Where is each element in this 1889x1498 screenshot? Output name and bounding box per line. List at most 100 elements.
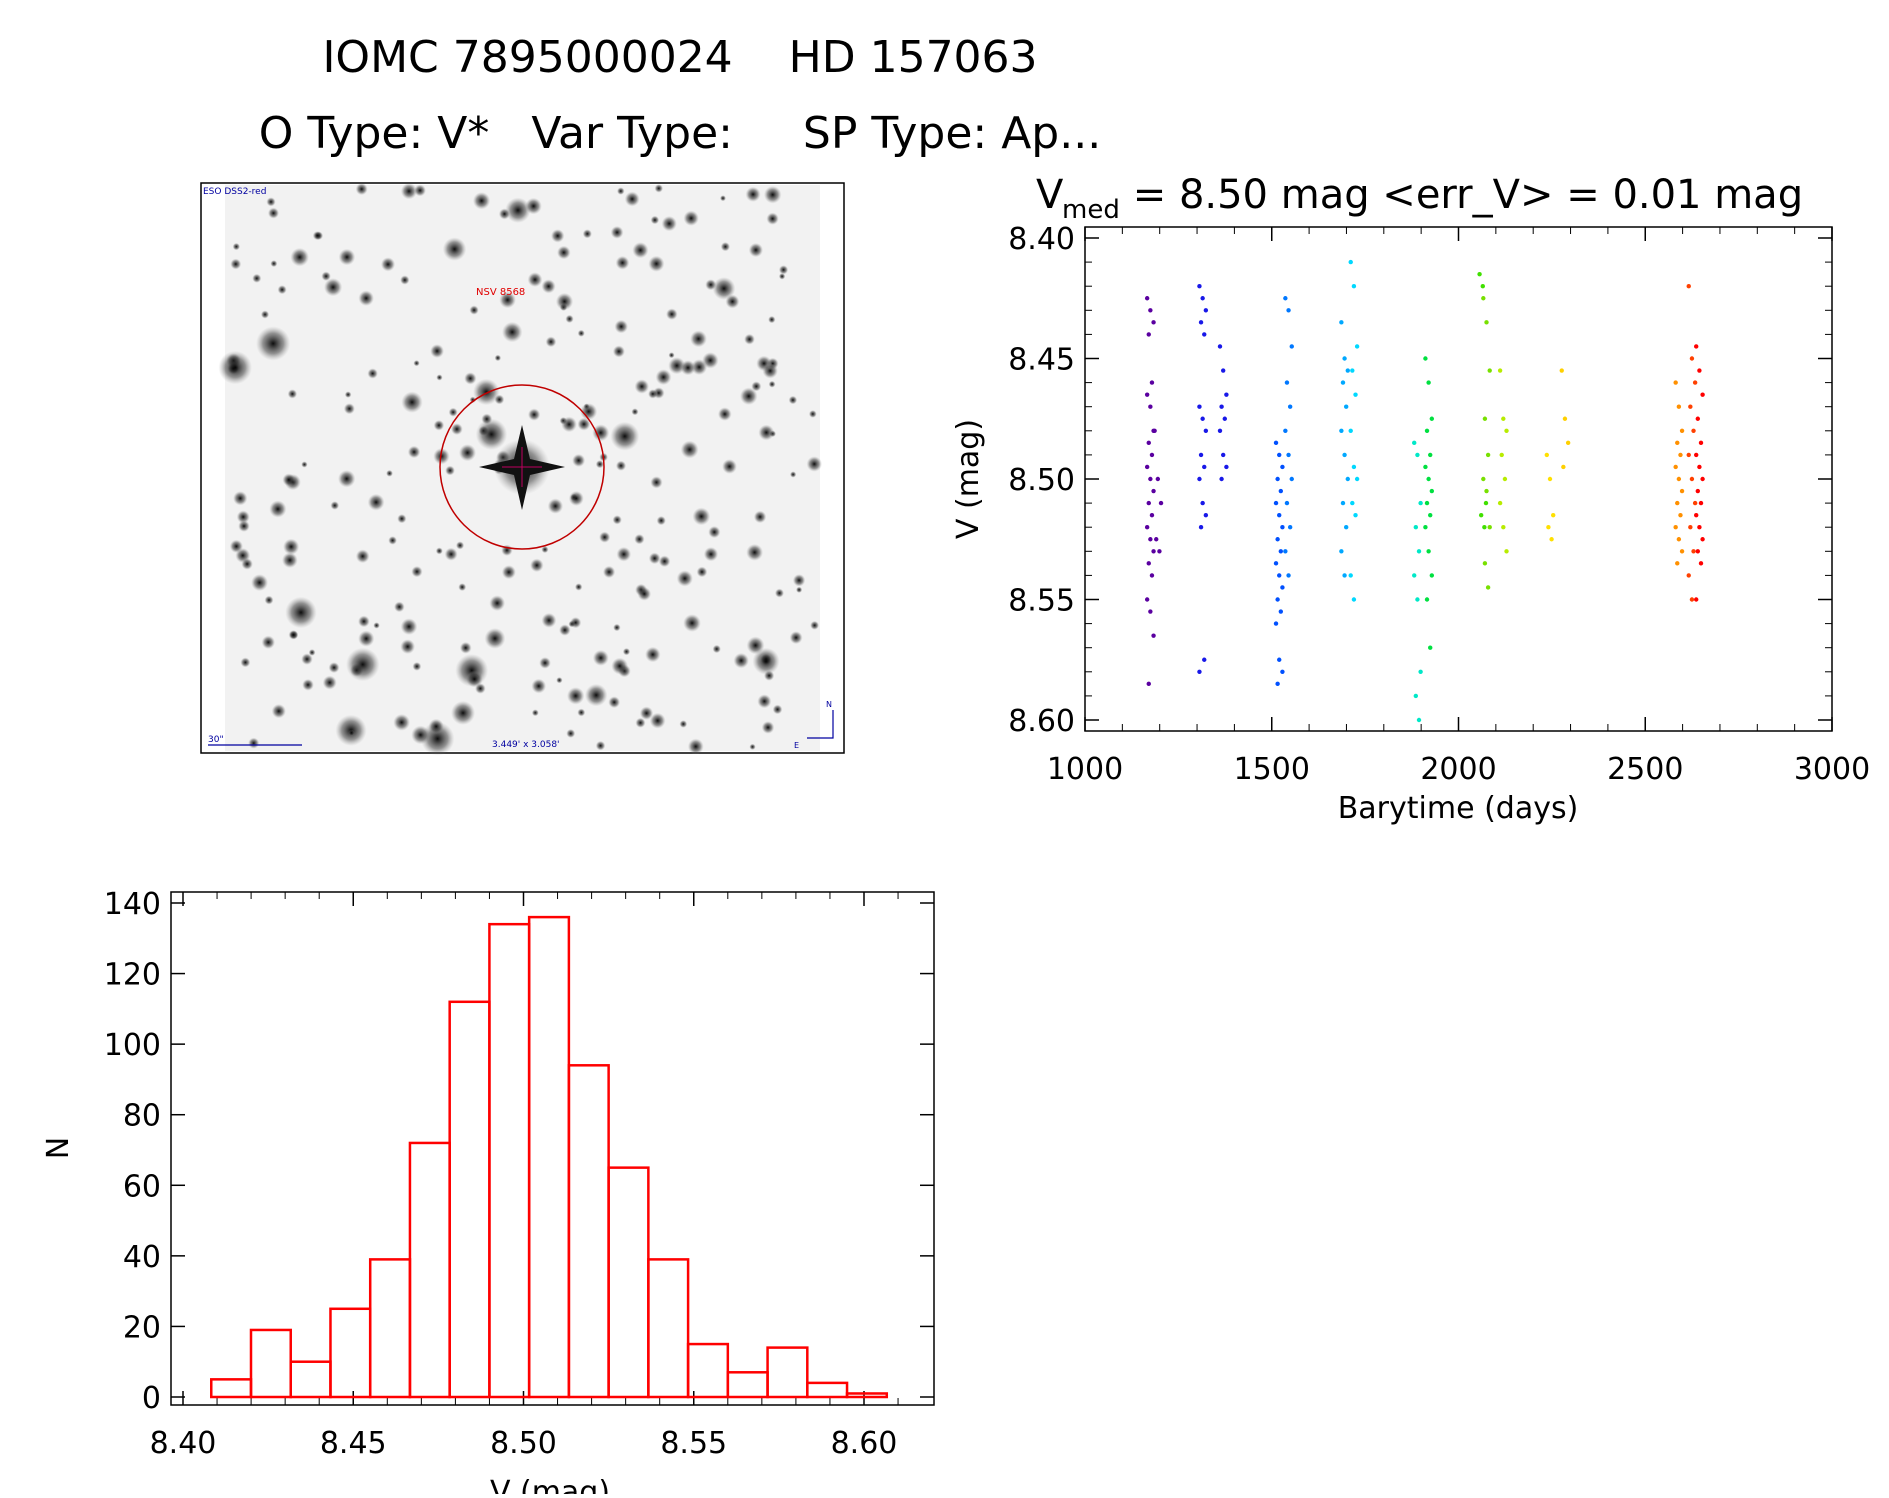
data-point (1487, 525, 1492, 530)
data-point (1273, 440, 1279, 446)
data-point (1673, 380, 1678, 385)
star (722, 459, 737, 474)
histogram-ytick-label: 40 (123, 1240, 161, 1275)
data-point (1676, 537, 1682, 542)
data-point (1483, 500, 1489, 506)
data-point (1339, 549, 1344, 554)
star (494, 394, 505, 405)
data-point (1222, 416, 1227, 421)
data-point (1200, 500, 1205, 506)
star (683, 210, 699, 226)
data-point (1673, 525, 1678, 530)
data-point (1149, 452, 1155, 458)
light-curve-xtick-label: 3000 (1794, 752, 1870, 787)
data-point (1197, 404, 1202, 409)
data-point (1283, 549, 1288, 554)
data-point (1197, 669, 1202, 674)
data-point (1565, 440, 1571, 446)
data-point (1562, 416, 1568, 421)
star (459, 641, 472, 654)
data-point (1280, 585, 1285, 590)
star (632, 242, 649, 259)
star (608, 696, 621, 709)
data-point (1203, 308, 1209, 313)
data-point (1286, 452, 1291, 458)
data-point (1273, 500, 1279, 506)
star (748, 242, 764, 258)
data-point (1148, 308, 1153, 313)
star (412, 661, 422, 671)
star (712, 277, 736, 300)
star (484, 628, 506, 649)
star (610, 225, 624, 239)
star (531, 709, 539, 717)
data-point (1415, 452, 1420, 458)
data-point (1353, 392, 1358, 397)
data-point (1482, 525, 1487, 530)
star (530, 558, 544, 573)
data-point (1415, 597, 1420, 602)
data-point (1482, 561, 1488, 566)
star (610, 421, 640, 451)
data-point (1154, 537, 1159, 542)
star (458, 583, 467, 592)
data-point (1224, 392, 1229, 397)
data-point (1426, 476, 1431, 482)
star (778, 265, 789, 275)
data-point (1148, 476, 1153, 482)
star (282, 473, 296, 487)
data-point (1424, 428, 1430, 433)
star (792, 574, 806, 587)
star (400, 618, 418, 635)
data-point (1694, 344, 1699, 349)
data-point (1485, 585, 1491, 590)
data-point (1278, 549, 1284, 554)
data-point (1151, 549, 1156, 554)
star (691, 359, 708, 376)
star (338, 248, 356, 266)
data-point (1700, 476, 1705, 482)
data-point (1679, 549, 1685, 554)
star (772, 704, 783, 715)
data-point (1424, 500, 1430, 506)
star (648, 255, 665, 272)
data-point (1144, 464, 1150, 470)
data-point (1217, 428, 1223, 433)
data-point (1482, 416, 1488, 421)
data-point (1339, 320, 1344, 325)
star (639, 706, 654, 720)
star (613, 623, 621, 632)
light-curve-title-rest: = 8.50 mag <err_V> = 0.01 mag (1120, 172, 1803, 218)
star (570, 616, 582, 629)
star (725, 294, 740, 309)
star (238, 520, 250, 532)
light-curve-xtick-label: 2500 (1607, 752, 1683, 787)
star (388, 536, 397, 545)
data-point (1278, 488, 1284, 494)
data-point (1148, 404, 1153, 409)
star (400, 275, 410, 285)
histogram-xtick-label: 8.55 (660, 1426, 727, 1461)
star (550, 229, 565, 243)
data-point (1343, 404, 1349, 409)
star (498, 208, 511, 220)
star (464, 372, 477, 385)
star (475, 418, 508, 451)
star (345, 647, 380, 682)
star (501, 321, 523, 343)
star (637, 587, 652, 601)
star (481, 413, 493, 425)
star (283, 538, 300, 555)
star (260, 310, 270, 319)
star (400, 183, 418, 200)
data-point (1203, 512, 1209, 518)
star (668, 352, 675, 359)
data-point (1413, 525, 1419, 530)
histogram-xtick-label: 8.50 (490, 1426, 557, 1461)
data-point (1275, 681, 1280, 687)
star (466, 670, 483, 688)
data-point (1202, 657, 1207, 662)
star (634, 533, 645, 545)
star (450, 423, 463, 436)
data-point (1426, 380, 1431, 385)
